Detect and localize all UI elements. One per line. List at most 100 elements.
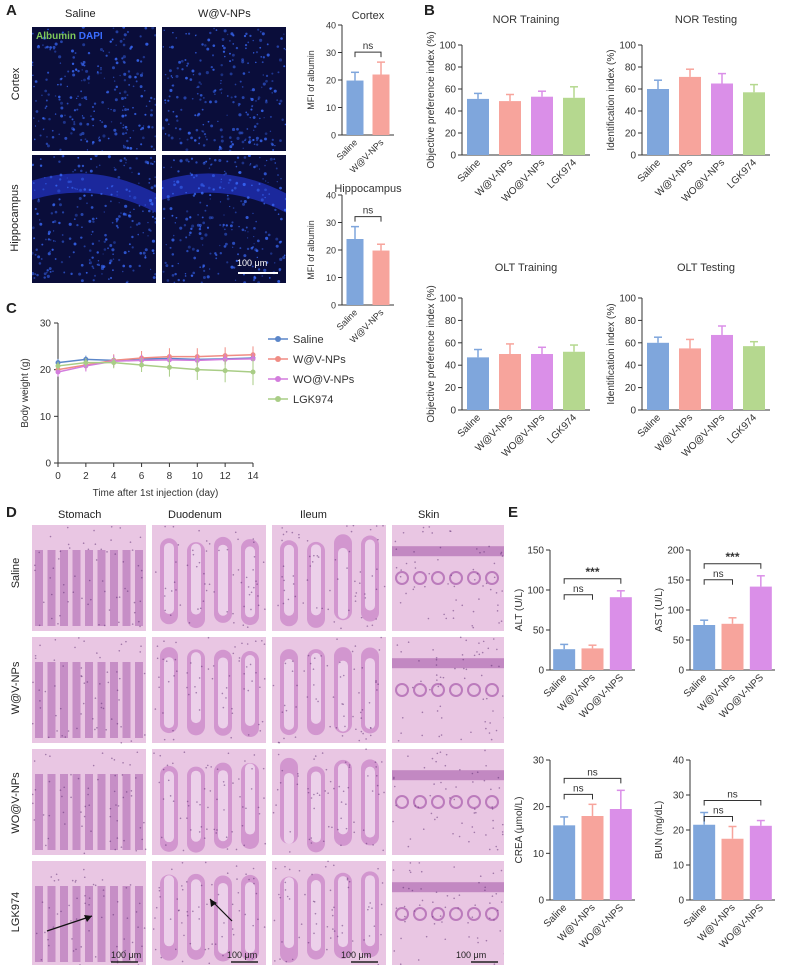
cell-nucleus (414, 561, 416, 563)
cell-nucleus (188, 805, 190, 807)
nucleus (185, 192, 187, 194)
nucleus (79, 133, 82, 136)
cell-nucleus (175, 659, 177, 661)
nucleus (70, 96, 73, 99)
cell-nucleus (482, 585, 484, 587)
nucleus (61, 78, 63, 80)
nucleus (80, 139, 82, 141)
cell-nucleus (459, 769, 461, 771)
nucleus (84, 188, 87, 191)
nucleus (123, 145, 126, 148)
cell-nucleus (330, 890, 332, 892)
nucleus (137, 234, 139, 236)
nucleus (240, 81, 242, 83)
bar (373, 251, 390, 305)
cell-nucleus (193, 554, 195, 556)
cell-nucleus (445, 765, 447, 767)
nucleus (247, 128, 249, 130)
nucleus (133, 209, 134, 210)
cell-nucleus (355, 600, 357, 602)
cell-nucleus (349, 551, 351, 553)
cell-nucleus (35, 657, 37, 659)
nucleus (129, 243, 131, 245)
nucleus (129, 190, 131, 192)
cell-nucleus (295, 706, 297, 708)
cell-nucleus (57, 623, 59, 625)
nucleus (77, 189, 78, 190)
cell-nucleus (353, 831, 355, 833)
x-tick-label: 4 (111, 471, 117, 482)
cell-nucleus (106, 551, 108, 553)
nucleus (252, 88, 255, 91)
cell-nucleus (437, 753, 439, 755)
nucleus (148, 229, 150, 231)
cell-nucleus (282, 711, 284, 713)
cell-nucleus (54, 659, 56, 661)
cell-nucleus (182, 889, 184, 891)
y-axis-label: AST (U/L) (654, 588, 665, 632)
cell-nucleus (186, 672, 188, 674)
nucleus (138, 124, 140, 126)
micrograph-background (32, 27, 156, 151)
nucleus (147, 126, 150, 129)
cell-nucleus (372, 624, 374, 626)
nucleus (144, 256, 146, 258)
scale-bar-label: 100 μm (456, 950, 486, 960)
y-tick-label: 10 (326, 103, 336, 113)
bar (499, 354, 521, 410)
y-axis-label: Identification index (%) (606, 303, 617, 404)
nucleus (225, 172, 227, 174)
cell-nucleus (90, 830, 92, 832)
cell-nucleus (253, 541, 255, 543)
cell-nucleus (483, 551, 485, 553)
nucleus (265, 237, 268, 240)
cell-nucleus (500, 553, 502, 555)
cell-nucleus (363, 939, 365, 941)
nucleus (204, 133, 206, 135)
cell-nucleus (307, 696, 309, 698)
cell-nucleus (53, 926, 55, 928)
villus-core (245, 882, 255, 953)
cell-nucleus (162, 658, 164, 660)
nucleus (62, 240, 65, 243)
panel-label-a: A (6, 2, 17, 19)
nucleus (60, 174, 63, 177)
cell-nucleus (127, 917, 129, 919)
cell-nucleus (181, 885, 183, 887)
nucleus (188, 246, 191, 249)
cell-nucleus (155, 949, 157, 951)
cell-nucleus (474, 579, 476, 581)
cell-nucleus (412, 890, 414, 892)
cell-nucleus (286, 710, 288, 712)
nucleus (104, 125, 107, 128)
cell-nucleus (203, 573, 205, 575)
nucleus (195, 175, 197, 177)
cell-nucleus (353, 821, 355, 823)
cell-nucleus (241, 582, 243, 584)
nucleus (121, 115, 124, 118)
x-tick-label: Saline (456, 412, 484, 440)
cell-nucleus (158, 686, 160, 688)
nucleus (36, 274, 38, 276)
cell-nucleus (273, 812, 275, 814)
nucleus (170, 207, 173, 210)
cell-nucleus (243, 673, 245, 675)
cell-nucleus (119, 527, 121, 529)
nucleus (221, 140, 224, 143)
nucleus (201, 43, 203, 45)
cell-nucleus (215, 943, 217, 945)
nucleus (37, 255, 40, 258)
cell-nucleus (140, 600, 142, 602)
nucleus (75, 188, 77, 190)
cell-nucleus (453, 898, 455, 900)
cell-nucleus (135, 850, 137, 852)
nucleus (116, 191, 118, 193)
cell-nucleus (243, 606, 245, 608)
y-tick-label: 20 (673, 826, 685, 837)
data-point (139, 363, 144, 368)
nucleus (249, 164, 250, 165)
nucleus (82, 43, 85, 46)
nucleus (123, 60, 125, 62)
cell-nucleus (207, 807, 209, 809)
